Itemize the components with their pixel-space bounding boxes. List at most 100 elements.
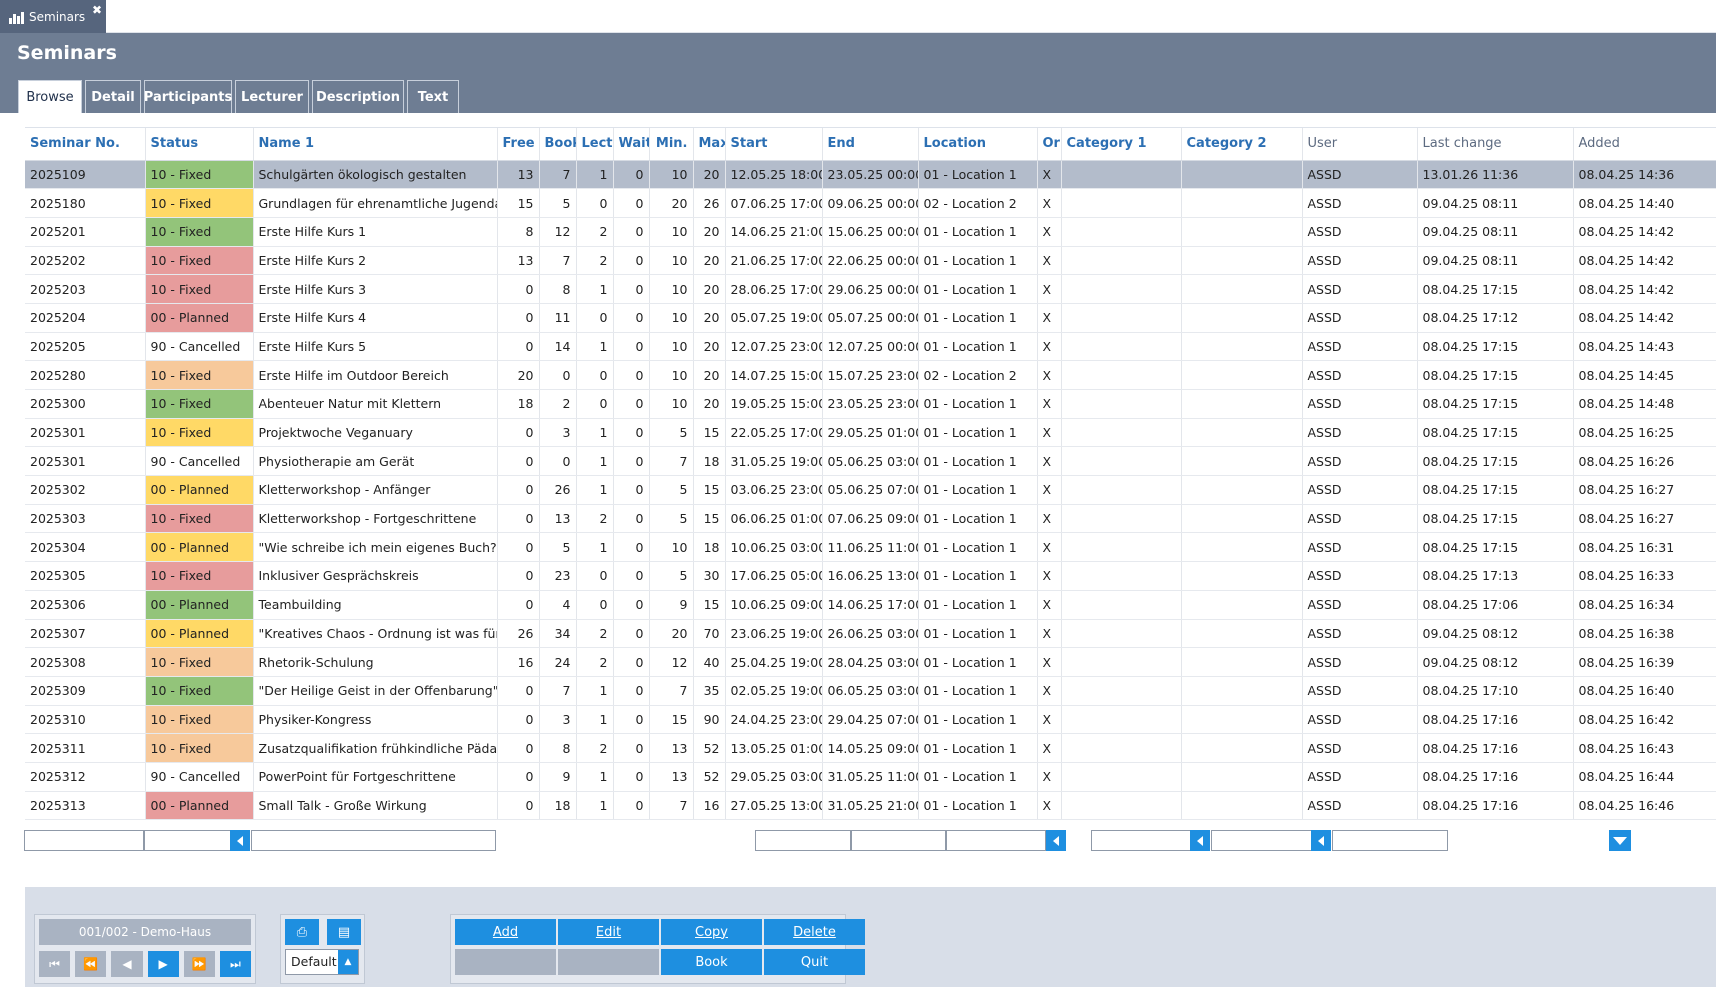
column-header[interactable]: Location [918, 128, 1038, 161]
column-header[interactable]: Category 2 [1181, 128, 1303, 161]
cell-location: 01 - Location 1 [918, 303, 1038, 333]
column-header[interactable]: Lectu [576, 128, 614, 161]
column-header[interactable]: Seminar No. [25, 128, 146, 161]
table-row[interactable]: 2025311 10 - Fixed Zusatzqualifikation frü… [25, 733, 1716, 763]
cell-max: 70 [693, 619, 726, 649]
document-icon[interactable]: ▤ [327, 919, 361, 945]
filter-funnel-icon[interactable] [1609, 830, 1631, 851]
table-row[interactable]: 2025180 10 - Fixed Grundlagen für ehrenamt… [25, 188, 1716, 218]
column-header[interactable]: Min. [649, 128, 694, 161]
table-row[interactable]: 2025300 10 - Fixed Abenteuer Natur mit Kle… [25, 389, 1716, 419]
cell-max: 15 [693, 475, 726, 505]
cell-free: 0 [497, 418, 540, 448]
column-header[interactable]: End [822, 128, 919, 161]
cell-seminar-no: 2025109 [25, 160, 146, 190]
table-row[interactable]: 2025304 00 - Planned "Wie schreibe ich mei… [25, 532, 1716, 563]
previous-page-icon[interactable]: ⏪ [75, 951, 107, 977]
table-row[interactable]: 2025301 90 - Cancelled Physiotherapie am G… [25, 446, 1716, 477]
column-header[interactable]: Or [1037, 128, 1062, 161]
filter-category-2[interactable] [1211, 830, 1312, 851]
column-header[interactable]: Waitii [613, 128, 650, 161]
layout-select[interactable]: Default R ▲ [285, 949, 359, 975]
cell-category-2 [1181, 418, 1303, 448]
filter-status-dropdown-icon[interactable] [230, 830, 250, 851]
filter-category-1-dropdown-icon[interactable] [1190, 830, 1210, 851]
cell-max: 30 [693, 561, 726, 591]
filter-location[interactable] [946, 830, 1046, 851]
print-icon[interactable]: ⎙ [285, 919, 319, 945]
tab-browse[interactable]: Browse [18, 80, 82, 113]
table-row[interactable]: 2025280 10 - Fixed Erste Hilfe im Outdoor … [25, 360, 1716, 390]
column-header[interactable]: Last change [1417, 128, 1574, 161]
column-header[interactable]: Max. [693, 128, 726, 161]
filter-category-2-dropdown-icon[interactable] [1311, 830, 1331, 851]
blank-button-2 [558, 949, 659, 975]
table-row[interactable]: 2025305 10 - Fixed Inklusiver Gesprächskre… [25, 561, 1716, 591]
tab-participants[interactable]: Participants [144, 80, 232, 113]
tab-lecturer[interactable]: Lecturer [235, 80, 309, 113]
table-row[interactable]: 2025109 10 - Fixed Schulgärten ökologisch … [25, 160, 1716, 190]
tab-text[interactable]: Text [407, 80, 459, 113]
tab-description[interactable]: Description [312, 80, 404, 113]
tab-detail[interactable]: Detail [85, 80, 141, 113]
quit-button[interactable]: Quit [764, 949, 865, 975]
cell-location: 02 - Location 2 [918, 188, 1038, 218]
table-row[interactable]: 2025201 10 - Fixed Erste Hilfe Kurs 1 8 12 2 0… [25, 217, 1716, 247]
cell-user: ASSD [1302, 676, 1418, 706]
close-icon[interactable]: ✖ [91, 3, 102, 17]
cell-added: 08.04.25 14:48 [1573, 389, 1716, 419]
column-header[interactable]: Status [145, 128, 254, 161]
filter-seminar-no[interactable] [24, 830, 144, 851]
column-header[interactable]: Start [725, 128, 823, 161]
last-record-icon[interactable]: ⏭ [219, 951, 252, 977]
cell-free: 0 [497, 791, 540, 821]
cell-end: 23.05.25 00:00 [822, 160, 919, 190]
table-row[interactable]: 2025303 10 - Fixed Kletterworkshop - Fortg… [25, 504, 1716, 534]
cell-lecturers: 0 [576, 561, 614, 591]
copy-button[interactable]: Copy [661, 919, 762, 945]
cell-status: 00 - Planned [145, 590, 254, 620]
filter-location-dropdown-icon[interactable] [1046, 830, 1066, 851]
cell-status: 10 - Fixed [145, 360, 254, 390]
column-header[interactable]: User [1302, 128, 1418, 161]
next-record-icon[interactable]: ▶ [147, 951, 179, 977]
table-row[interactable]: 2025302 00 - Planned Kletterworkshop - Anf… [25, 475, 1716, 505]
column-header[interactable]: Added [1573, 128, 1716, 161]
column-header[interactable]: Category 1 [1061, 128, 1182, 161]
add-button[interactable]: Add [455, 919, 556, 945]
table-row[interactable]: 2025310 10 - Fixed Physiker-Kongress 0 3 1 0 15… [25, 705, 1716, 735]
table-row[interactable]: 2025309 10 - Fixed "Der Heilige Geist in d… [25, 676, 1716, 706]
cell-user: ASSD [1302, 160, 1418, 190]
cell-location: 01 - Location 1 [918, 418, 1038, 448]
chevron-up-icon[interactable]: ▲ [338, 950, 358, 974]
filter-name[interactable] [251, 830, 496, 851]
filter-start[interactable] [755, 830, 851, 851]
table-row[interactable]: 2025301 10 - Fixed Projektwoche Veganuary 0… [25, 418, 1716, 448]
delete-button[interactable]: Delete [764, 919, 865, 945]
cell-seminar-no: 2025303 [25, 504, 146, 534]
edit-button[interactable]: Edit [558, 919, 659, 945]
column-header[interactable]: Booki [539, 128, 577, 161]
table-row[interactable]: 2025306 00 - Planned Teambuilding 0 4 0 0 9 15 10… [25, 590, 1716, 620]
table-row[interactable]: 2025313 00 - Planned Small Talk - Große Wi… [25, 791, 1716, 821]
column-header[interactable]: Name 1 [253, 128, 498, 161]
first-record-icon[interactable]: ⏮ [39, 951, 71, 977]
column-header[interactable]: Free [497, 128, 540, 161]
filter-status[interactable] [144, 830, 231, 851]
cell-location: 01 - Location 1 [918, 504, 1038, 534]
next-page-icon[interactable]: ⏩ [183, 951, 215, 977]
table-row[interactable]: 2025308 10 - Fixed Rhetorik-Schulung 16 24 2 0… [25, 647, 1716, 677]
table-row[interactable]: 2025204 00 - Planned Erste Hilfe Kurs 4 0 11… [25, 303, 1716, 333]
filter-category-1[interactable] [1091, 830, 1191, 851]
book-button[interactable]: Book [661, 949, 762, 975]
table-row[interactable]: 2025307 00 - Planned "Kreatives Chaos - Or… [25, 619, 1716, 649]
table-row[interactable]: 2025202 10 - Fixed Erste Hilfe Kurs 2 13 7 2 0… [25, 246, 1716, 276]
previous-record-icon[interactable]: ◀ [111, 951, 143, 977]
filter-user[interactable] [1332, 830, 1448, 851]
cell-or: X [1037, 475, 1062, 505]
doc-tab-seminars[interactable]: Seminars ✖ [0, 0, 106, 33]
table-row[interactable]: 2025312 90 - Cancelled PowerPoint für Fort… [25, 762, 1716, 792]
filter-end[interactable] [851, 830, 946, 851]
